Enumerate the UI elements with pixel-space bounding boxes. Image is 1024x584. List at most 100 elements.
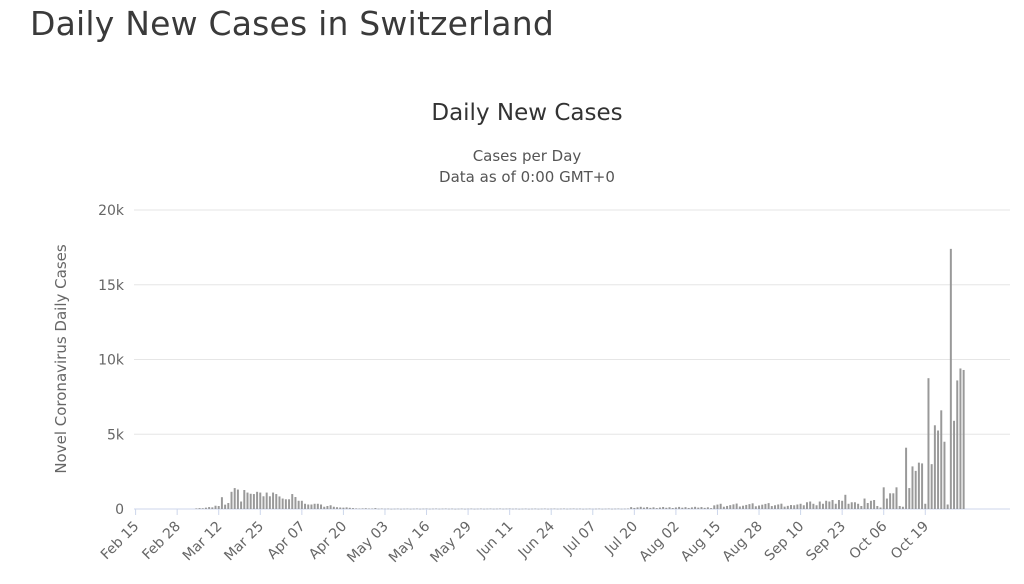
bar[interactable] (393, 508, 396, 510)
bar[interactable] (706, 507, 709, 509)
bar[interactable] (802, 505, 805, 509)
bar[interactable] (687, 507, 690, 509)
bar[interactable] (310, 504, 313, 509)
bar[interactable] (198, 508, 201, 509)
bar[interactable] (320, 504, 323, 509)
bar[interactable] (857, 503, 860, 509)
bar[interactable] (211, 507, 214, 509)
bar[interactable] (863, 498, 866, 509)
bar[interactable] (201, 508, 204, 509)
bar[interactable] (604, 508, 607, 510)
bar[interactable] (195, 508, 198, 509)
bar[interactable] (502, 508, 505, 510)
bar[interactable] (569, 508, 572, 510)
bar[interactable] (742, 505, 745, 509)
bar[interactable] (850, 502, 853, 509)
bar[interactable] (575, 508, 578, 510)
bar[interactable] (483, 508, 486, 510)
bar[interactable] (655, 508, 658, 509)
bar[interactable] (831, 500, 834, 509)
bar[interactable] (476, 508, 479, 510)
bar[interactable] (355, 508, 358, 509)
bar[interactable] (917, 462, 920, 509)
bar[interactable] (844, 494, 847, 509)
bar[interactable] (828, 501, 831, 509)
bar[interactable] (409, 508, 412, 510)
bar[interactable] (294, 497, 297, 509)
bar[interactable] (505, 508, 508, 510)
bar[interactable] (460, 508, 463, 510)
bar[interactable] (953, 420, 956, 509)
bar[interactable] (288, 499, 291, 509)
bar[interactable] (470, 508, 473, 510)
bar[interactable] (949, 248, 952, 509)
bar[interactable] (361, 508, 364, 509)
bar[interactable] (278, 496, 281, 509)
bar[interactable] (914, 470, 917, 509)
bar[interactable] (531, 508, 534, 510)
bar[interactable] (444, 508, 447, 510)
bar[interactable] (713, 505, 716, 509)
bar[interactable] (866, 503, 869, 509)
bar[interactable] (946, 504, 949, 509)
bar[interactable] (342, 507, 345, 509)
bar[interactable] (933, 425, 936, 509)
bar[interactable] (249, 493, 252, 509)
bar[interactable] (758, 505, 761, 509)
bar[interactable] (674, 507, 677, 509)
bar[interactable] (815, 505, 818, 509)
bar[interactable] (716, 504, 719, 509)
bar[interactable] (959, 368, 962, 509)
bar[interactable] (853, 502, 856, 509)
bar[interactable] (735, 503, 738, 509)
bar[interactable] (860, 506, 863, 509)
bar[interactable] (451, 508, 454, 510)
bar[interactable] (486, 508, 489, 510)
bar[interactable] (428, 508, 431, 510)
bar[interactable] (812, 503, 815, 509)
bar[interactable] (550, 508, 553, 510)
bar[interactable] (300, 500, 303, 509)
bar[interactable] (399, 508, 402, 510)
bar[interactable] (422, 508, 425, 510)
bar[interactable] (387, 508, 390, 510)
bar[interactable] (265, 492, 268, 509)
bar[interactable] (841, 500, 844, 509)
bar[interactable] (326, 506, 329, 509)
bar[interactable] (729, 505, 732, 509)
bar[interactable] (738, 506, 741, 510)
bar[interactable] (665, 507, 668, 509)
bar[interactable] (594, 508, 597, 510)
bar[interactable] (921, 463, 924, 509)
bar[interactable] (540, 508, 543, 510)
bar[interactable] (924, 503, 927, 509)
bar[interactable] (358, 508, 361, 510)
bar[interactable] (236, 489, 239, 509)
bar[interactable] (614, 508, 617, 510)
bar[interactable] (767, 503, 770, 509)
bar[interactable] (479, 508, 482, 510)
bar[interactable] (553, 508, 556, 510)
bar[interactable] (895, 487, 898, 509)
bar[interactable] (473, 508, 476, 510)
bar[interactable] (556, 508, 559, 510)
bar[interactable] (620, 508, 623, 510)
bar[interactable] (435, 508, 438, 510)
bar[interactable] (566, 508, 569, 510)
bar[interactable] (630, 507, 633, 509)
bar[interactable] (304, 503, 307, 509)
bar[interactable] (524, 508, 527, 510)
bar[interactable] (793, 505, 796, 509)
bar[interactable] (684, 507, 687, 509)
bar[interactable] (563, 508, 565, 510)
bar[interactable] (262, 496, 265, 509)
bar[interactable] (937, 430, 940, 509)
bar[interactable] (463, 508, 466, 510)
bar[interactable] (559, 508, 562, 510)
bar[interactable] (719, 503, 722, 509)
bar[interactable] (495, 508, 498, 510)
bar[interactable] (710, 508, 713, 509)
bar[interactable] (425, 508, 428, 510)
bar[interactable] (662, 506, 665, 509)
bar[interactable] (697, 507, 700, 509)
